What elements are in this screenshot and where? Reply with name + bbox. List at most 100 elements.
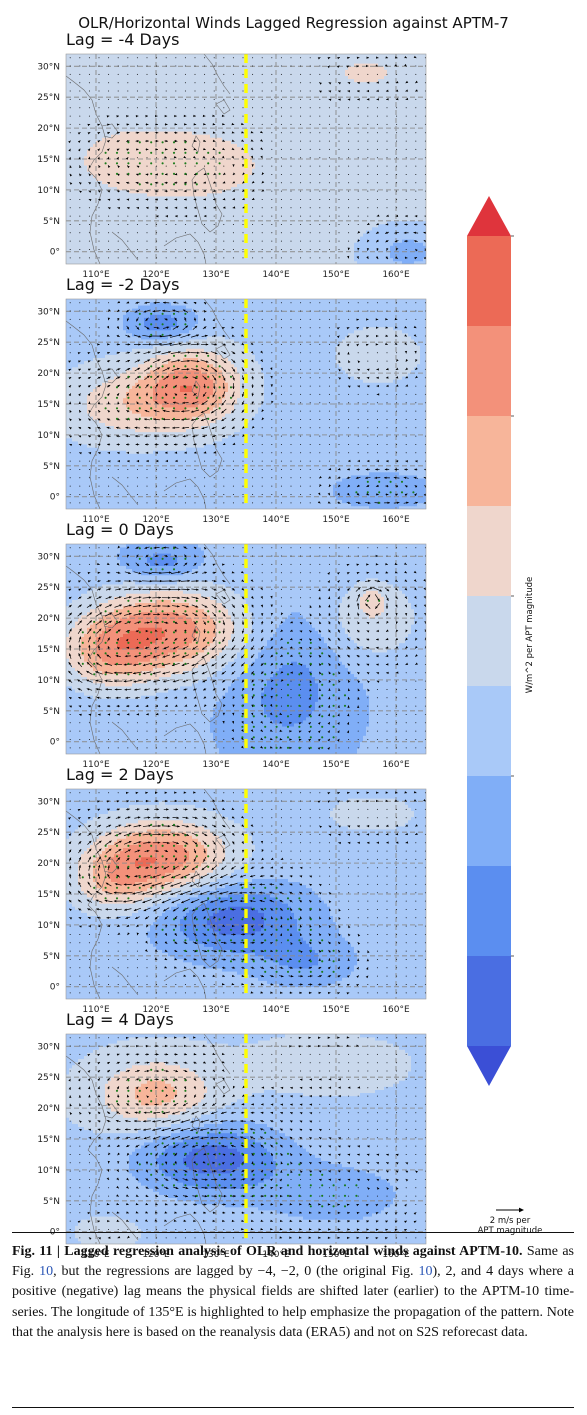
olr-cell: [237, 159, 241, 163]
olr-cell: [120, 183, 124, 188]
olr-cell: [171, 254, 175, 259]
olr-cell: [255, 226, 259, 231]
olr-cell: [222, 183, 226, 188]
olr-cell: [252, 177, 256, 181]
olr-cell: [273, 245, 277, 249]
olr-cell: [276, 230, 280, 234]
olr-cell: [354, 168, 358, 172]
olr-cell: [291, 186, 295, 191]
olr-cell: [333, 226, 337, 231]
olr-cell: [174, 177, 178, 181]
olr-cell: [264, 251, 268, 256]
olr-cell: [285, 199, 289, 203]
olr-cell: [381, 165, 385, 169]
olr-cell: [111, 230, 115, 234]
olr-cell: [135, 183, 139, 188]
olr-cell: [285, 220, 289, 225]
olr-cell: [225, 257, 229, 262]
olr-cell: [240, 174, 244, 178]
olr-cell: [189, 152, 193, 157]
olr-cell: [168, 223, 172, 228]
olr-cell: [195, 165, 199, 169]
olr-cell: [231, 159, 235, 163]
olr-cell: [360, 245, 364, 249]
olr-cell: [375, 152, 379, 157]
olr-cell: [228, 162, 232, 166]
olr-cell: [381, 174, 385, 178]
olr-cell: [195, 199, 199, 203]
olr-cell: [399, 236, 403, 240]
olr-cell: [318, 162, 322, 166]
olr-cell: [324, 162, 328, 166]
olr-cell: [150, 217, 154, 222]
olr-cell: [111, 251, 115, 256]
olr-cell: [408, 226, 412, 231]
olr-cell: [288, 223, 292, 228]
olr-cell: [87, 174, 91, 178]
olr-cell: [273, 257, 277, 262]
olr-cell: [342, 159, 346, 163]
olr-cell: [75, 202, 79, 206]
olr-cell: [381, 242, 385, 246]
olr-cell: [150, 165, 154, 169]
olr-cell: [378, 254, 382, 259]
olr-cell: [348, 174, 352, 178]
olr-cell: [102, 260, 106, 264]
olr-cell: [129, 220, 133, 225]
olr-cell: [177, 199, 181, 203]
olr-cell: [399, 180, 403, 185]
olr-cell: [282, 242, 286, 246]
olr-cell: [210, 254, 214, 259]
olr-cell: [348, 251, 352, 256]
olr-cell: [237, 208, 241, 212]
olr-cell: [231, 199, 235, 203]
olr-cell: [381, 180, 385, 185]
olr-cell: [201, 146, 205, 151]
olr-cell: [216, 186, 220, 191]
olr-cell: [408, 260, 412, 264]
olr-cell: [186, 149, 190, 154]
olr-cell: [78, 171, 82, 175]
olr-cell: [249, 205, 253, 209]
olr-cell: [312, 257, 316, 262]
olr-cell: [81, 220, 85, 225]
olr-cell: [132, 214, 136, 219]
olr-cell: [228, 177, 232, 181]
olr-cell: [156, 242, 160, 246]
olr-cell: [141, 152, 145, 157]
olr-cell: [342, 146, 346, 151]
olr-cell: [225, 159, 229, 163]
olr-cell: [180, 196, 184, 200]
olr-cell: [138, 192, 142, 197]
olr-cell: [78, 137, 82, 141]
olr-cell: [156, 260, 160, 264]
olr-cell: [93, 217, 97, 222]
olr-cell: [120, 140, 124, 144]
olr-cell: [348, 149, 352, 154]
olr-cell: [333, 140, 337, 144]
olr-cell: [186, 230, 190, 234]
olr-cell: [366, 165, 370, 169]
olr-cell: [198, 239, 202, 243]
olr-cell: [168, 214, 172, 219]
olr-cell: [96, 230, 100, 234]
olr-cell: [90, 183, 94, 188]
olr-cell: [111, 214, 115, 219]
olr-cell: [72, 205, 76, 209]
olr-cell: [345, 137, 349, 141]
olr-cell: [216, 174, 220, 178]
olr-cell: [147, 162, 151, 166]
olr-cell: [171, 149, 175, 154]
olr-cell: [252, 230, 256, 234]
olr-cell: [345, 260, 349, 264]
olr-cell: [219, 214, 223, 219]
olr-cell: [156, 171, 160, 175]
olr-cell: [411, 196, 415, 200]
olr-cell: [327, 257, 331, 262]
olr-cell: [297, 189, 301, 194]
olr-cell: [372, 159, 376, 163]
olr-cell: [390, 260, 394, 264]
olr-cell: [78, 242, 82, 246]
olr-cell: [264, 230, 268, 234]
olr-cell: [216, 140, 220, 144]
